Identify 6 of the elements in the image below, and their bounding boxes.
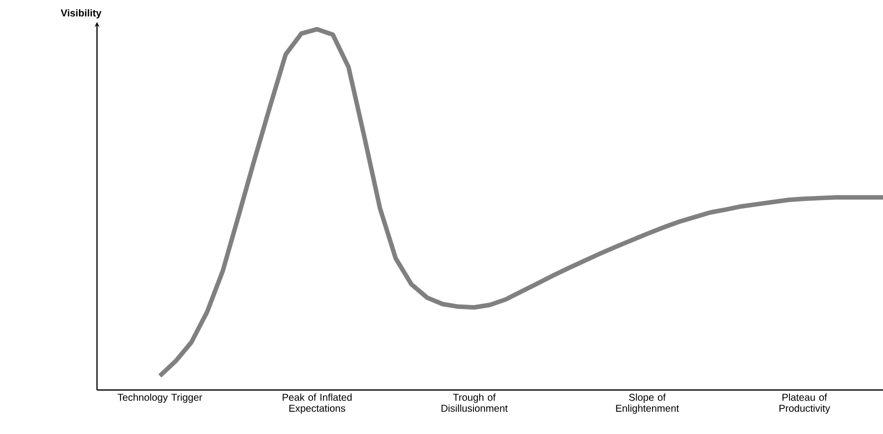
x-tick-label: Trough of Disillusionment (442, 394, 508, 412)
x-tick-label: Plateau of Productivity (779, 394, 830, 414)
x-tick-label: Technology Trigger (118, 394, 202, 403)
x-tick-label: Slope of Enlightenment (616, 394, 679, 414)
x-tick-label: Peak of Inflated Expectations (282, 394, 352, 414)
y-axis-title: Visibility (60, 9, 102, 18)
